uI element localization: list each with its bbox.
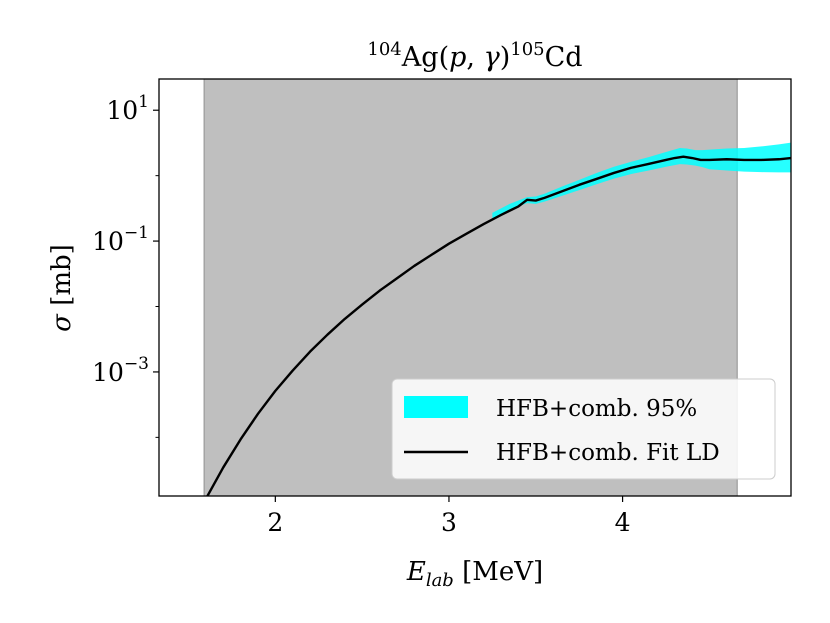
legend-entry-band: HFB+comb. 95% (496, 396, 697, 422)
series-band-0 (492, 142, 791, 219)
plot-frame (158, 78, 792, 497)
y-tick-label-2: 10−3 (92, 354, 149, 387)
legend-box (391, 378, 776, 480)
chart-title: 104Ag(p, γ)105Cd (367, 39, 582, 73)
x-axis-ticks: 2 3 4 (267, 496, 631, 537)
y-axis-ticks: 101 10−1 10−3 (92, 92, 159, 438)
x-tick-label-0: 2 (267, 508, 283, 537)
y-tick-label-0: 101 (106, 92, 149, 125)
legend-entry-line: HFB+comb. Fit LD (496, 440, 720, 466)
series-line-1 (206, 155, 791, 496)
x-tick-label-2: 4 (615, 508, 631, 537)
x-tick-label-1: 3 (441, 508, 457, 537)
legend: HFB+comb. 95% HFB+comb. Fit LD (391, 378, 776, 480)
series-layer (206, 142, 791, 496)
y-axis-label: σ [mb] (47, 244, 77, 332)
x-axis-label: Elab [MeV] (406, 557, 543, 591)
legend-swatch-band (404, 396, 468, 418)
y-tick-label-1: 10−1 (92, 223, 149, 256)
